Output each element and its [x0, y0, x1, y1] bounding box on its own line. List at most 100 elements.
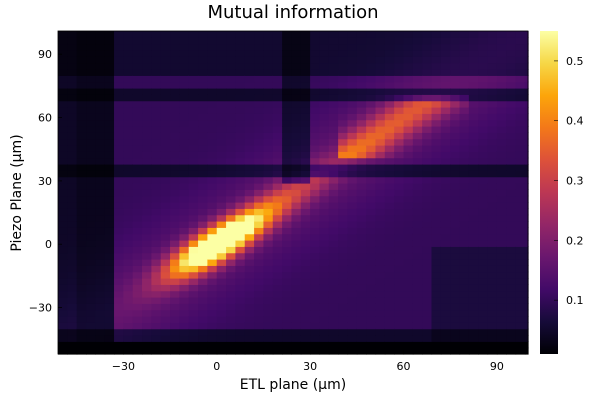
- heatmap-cell: [160, 164, 171, 171]
- heatmap-cell: [459, 107, 470, 114]
- heatmap-cell: [179, 56, 190, 64]
- heatmap-cell: [310, 37, 321, 45]
- heatmap-cell: [384, 347, 395, 355]
- heatmap-cell: [431, 246, 442, 254]
- heatmap-cell: [86, 265, 96, 273]
- heatmap-cell: [226, 208, 237, 216]
- heatmap-cell: [58, 341, 68, 349]
- heatmap-cell: [244, 107, 255, 114]
- heatmap-cell: [151, 138, 162, 146]
- heatmap-cell: [347, 265, 358, 273]
- heatmap-cell: [524, 88, 529, 95]
- heatmap-cell: [375, 233, 386, 241]
- heatmap-cell: [272, 227, 283, 235]
- heatmap-cell: [524, 113, 529, 121]
- heatmap-cell: [123, 271, 134, 279]
- heatmap-cell: [123, 176, 134, 184]
- heatmap-cell: [207, 157, 218, 165]
- heatmap-cell: [347, 297, 358, 304]
- heatmap-cell: [468, 56, 479, 64]
- heatmap-cell: [375, 164, 386, 171]
- heatmap-cell: [524, 290, 529, 298]
- heatmap-cell: [142, 297, 152, 304]
- heatmap-cell: [235, 265, 246, 273]
- heatmap-cell: [422, 284, 433, 292]
- heatmap-cell: [468, 335, 479, 342]
- heatmap-cell: [328, 328, 339, 336]
- heatmap-cell: [272, 322, 283, 330]
- heatmap-cell: [403, 297, 414, 304]
- heatmap-cell: [403, 341, 414, 349]
- heatmap-cell: [235, 335, 246, 342]
- heatmap-cell: [515, 221, 526, 228]
- heatmap-cell: [216, 227, 227, 235]
- heatmap-cell: [95, 259, 106, 266]
- heatmap-cell: [450, 31, 461, 38]
- heatmap-cell: [216, 189, 227, 197]
- heatmap-cell: [58, 278, 68, 285]
- heatmap-cell: [254, 347, 265, 355]
- heatmap-cell: [338, 94, 349, 102]
- heatmap-cell: [347, 214, 358, 222]
- heatmap-cell: [487, 50, 498, 57]
- heatmap-cell: [366, 31, 377, 38]
- heatmap-cell: [515, 278, 526, 285]
- heatmap-cell: [67, 107, 78, 114]
- heatmap-cell: [328, 335, 339, 342]
- heatmap-cell: [216, 341, 227, 349]
- heatmap-cell: [487, 183, 498, 190]
- heatmap-cell: [366, 50, 377, 57]
- heatmap-cell: [170, 259, 180, 266]
- heatmap-cell: [524, 119, 529, 127]
- heatmap-cell: [151, 259, 162, 266]
- heatmap-cell: [67, 183, 78, 190]
- heatmap-cell: [142, 341, 152, 349]
- heatmap-cell: [328, 252, 339, 260]
- heatmap-cell: [95, 297, 106, 304]
- heatmap-cell: [524, 151, 529, 159]
- heatmap-cell: [394, 113, 405, 121]
- heatmap-cell: [412, 113, 423, 121]
- heatmap-cell: [254, 214, 265, 222]
- heatmap-cell: [142, 69, 152, 76]
- colorbar-ticks: 0.10.20.30.40.5: [554, 55, 584, 307]
- heatmap-cell: [384, 37, 395, 45]
- heatmap-cell: [403, 246, 414, 254]
- heatmap-cell: [67, 195, 78, 203]
- heatmap-cell: [394, 233, 405, 241]
- heatmap-cell: [515, 151, 526, 159]
- heatmap-cell: [272, 252, 283, 260]
- heatmap-cell: [160, 145, 171, 152]
- heatmap-cell: [450, 208, 461, 216]
- heatmap-cell: [459, 170, 470, 178]
- heatmap-cell: [160, 252, 171, 260]
- heatmap-cell: [375, 37, 386, 45]
- heatmap-cell: [478, 43, 489, 51]
- heatmap-cell: [114, 43, 124, 51]
- heatmap-cell: [459, 214, 470, 222]
- heatmap-cell: [422, 246, 433, 254]
- heatmap-cell: [104, 81, 115, 89]
- heatmap-cell: [300, 62, 311, 70]
- heatmap-cell: [496, 164, 507, 171]
- heatmap-cell: [515, 31, 526, 38]
- heatmap-cell: [244, 100, 255, 108]
- heatmap-cell: [263, 246, 274, 254]
- heatmap-cell: [468, 31, 479, 38]
- y-tick-label: 0: [45, 238, 52, 251]
- heatmap-cell: [319, 100, 330, 108]
- heatmap-cell: [104, 195, 115, 203]
- heatmap-cell: [282, 31, 293, 38]
- heatmap-cell: [431, 284, 442, 292]
- heatmap-cell: [95, 240, 106, 247]
- heatmap-cell: [394, 151, 405, 159]
- heatmap-cell: [300, 316, 311, 323]
- heatmap-cell: [300, 290, 311, 298]
- heatmap-cell: [179, 259, 190, 266]
- heatmap-cell: [300, 202, 311, 209]
- heatmap-cell: [123, 56, 134, 64]
- heatmap-cell: [384, 43, 395, 51]
- heatmap-cell: [422, 157, 433, 165]
- heatmap-cell: [328, 107, 339, 114]
- heatmap-cell: [524, 75, 529, 83]
